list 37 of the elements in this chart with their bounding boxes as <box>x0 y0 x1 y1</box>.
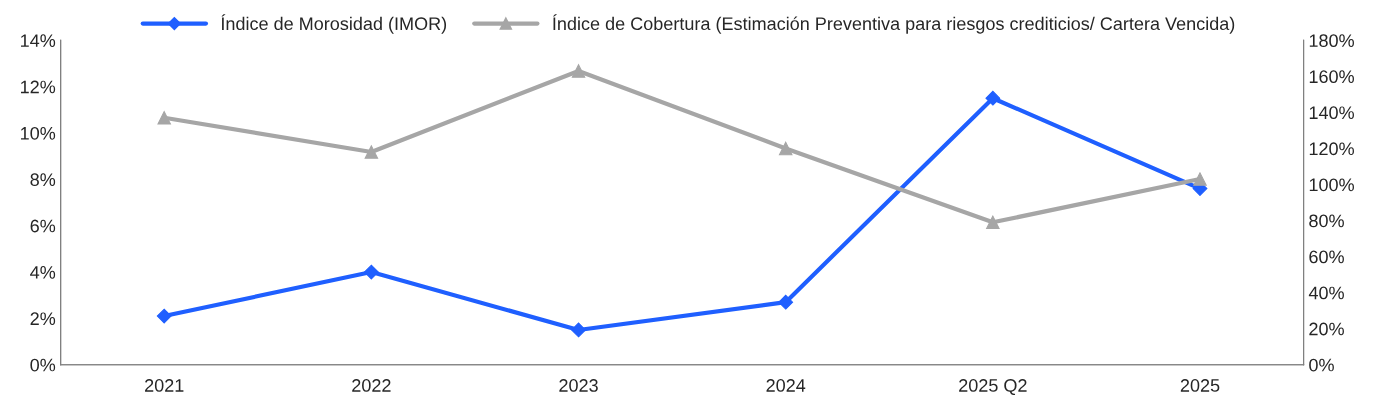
y-tick-label: 14% <box>21 34 56 47</box>
point <box>157 111 171 125</box>
y-tick-label: 6% <box>30 219 56 233</box>
x-tick-label: 2024 <box>766 379 806 392</box>
y2-tick-label: 180% <box>1309 34 1354 48</box>
point <box>778 294 794 310</box>
x-tick-label: 2022 <box>352 379 391 392</box>
y-tick-label: 8% <box>30 173 56 187</box>
y-tick-label: 4% <box>30 266 56 279</box>
point <box>986 215 1000 230</box>
y2-tick-label: 140% <box>1309 106 1354 120</box>
y2-tick-label: 80% <box>1309 214 1344 228</box>
legend-label: Índice de Cobertura (Estimación Preventiva para riesgos crediticios/ Cartera Vencida) <box>553 14 1235 34</box>
x-tick-label: 2021 <box>145 379 184 392</box>
x-tick-label: 2025 <box>1180 379 1220 392</box>
point <box>571 64 586 78</box>
point <box>363 264 379 280</box>
y-tick-label: 12% <box>21 80 56 94</box>
x-tick-label: 2023 <box>559 379 598 392</box>
point <box>985 90 1001 106</box>
point <box>1193 172 1207 186</box>
point <box>571 322 586 338</box>
y-tick-label: 2% <box>30 312 56 326</box>
y2-tick-label: 100% <box>1309 178 1354 192</box>
x-tick-label: 2025 Q2 <box>959 379 1027 396</box>
y2-tick-label: 120% <box>1309 142 1354 156</box>
point <box>364 145 379 159</box>
y-tick-label: 0% <box>30 358 56 372</box>
y2-tick-label: 40% <box>1308 286 1344 300</box>
point <box>156 308 172 324</box>
y2-tick-label: 160% <box>1309 70 1354 84</box>
legend-label: Índice de Morosidad (IMOR) <box>221 14 447 34</box>
y2-tick-label: 20% <box>1309 322 1344 336</box>
y-tick-label: 10% <box>21 126 56 140</box>
point <box>778 141 793 156</box>
y2-tick-label: 60% <box>1309 250 1344 264</box>
y2-tick-label: 0% <box>1309 358 1334 372</box>
